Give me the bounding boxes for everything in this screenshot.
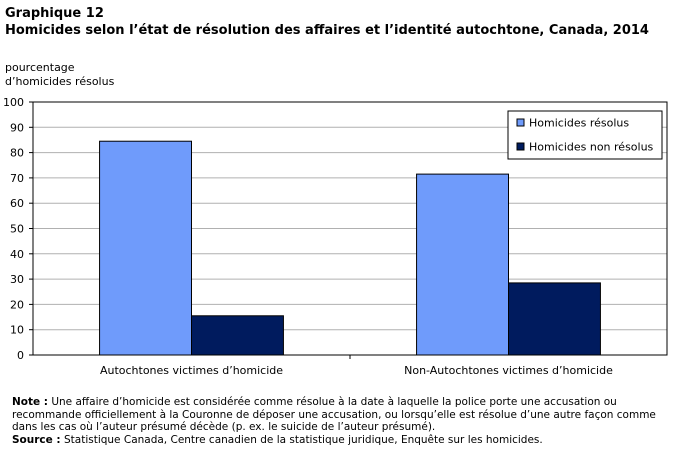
y-tick-label: 60 — [10, 197, 24, 210]
y-tick-label: 90 — [10, 121, 24, 134]
y-tick-label: 10 — [10, 324, 24, 337]
source-text: Statistique Canada, Centre canadien de l… — [63, 433, 543, 446]
y-tick-labels: 0 10 20 30 40 50 60 70 80 90 100 — [3, 96, 33, 362]
legend-box — [507, 110, 663, 160]
bar-resolus-1 — [99, 140, 192, 356]
bars — [99, 140, 601, 356]
notes-block: Note : Une affaire d’homicide est consid… — [12, 396, 672, 446]
legend: Homicides résolus Homicides non résolus — [507, 110, 663, 160]
source-label: Source : — [12, 433, 61, 446]
legend-swatch — [516, 118, 525, 127]
x-tick-label: Autochtones victimes d’homicide — [100, 364, 283, 377]
chart-title: Homicides selon l’état de résolution des… — [5, 23, 649, 38]
chart-title-block: Graphique 12 Homicides selon l’état de r… — [5, 5, 671, 39]
y-tick-label: 70 — [10, 172, 24, 185]
y-tick-label: 20 — [10, 298, 24, 311]
y-axis-unit-label: pourcentage d’homicides résolus — [5, 61, 114, 89]
x-tick-labels: Autochtones victimes d’homicide Non-Autoc… — [100, 355, 613, 377]
legend-label: Homicides non résolus — [529, 141, 654, 154]
y-tick-label: 40 — [10, 248, 24, 261]
y-axis-unit-line-1: pourcentage — [5, 61, 75, 74]
note-label: Note : — [12, 396, 48, 408]
y-tick-label: 80 — [10, 147, 24, 160]
legend-label: Homicides résolus — [529, 117, 629, 130]
source: Source : Statistique Canada, Centre cana… — [12, 434, 672, 447]
bar-non-resolus-1 — [191, 315, 284, 356]
legend-swatch — [516, 142, 525, 151]
note: Note : Une affaire d’homicide est consid… — [12, 396, 672, 434]
note-text: Une affaire d’homicide est considérée co… — [12, 396, 656, 433]
bar-non-resolus-2 — [508, 282, 601, 356]
y-axis-unit-line-2: d’homicides résolus — [5, 75, 115, 88]
y-tick-label: 0 — [17, 349, 24, 362]
x-tick-label: Non-Autochtones victimes d’homicide — [404, 364, 613, 377]
y-tick-label: 30 — [10, 273, 24, 286]
y-tick-label: 50 — [10, 223, 24, 236]
bar-resolus-2 — [416, 173, 510, 356]
figure-number: Graphique 12 — [5, 6, 104, 21]
y-tick-label: 100 — [3, 96, 24, 109]
